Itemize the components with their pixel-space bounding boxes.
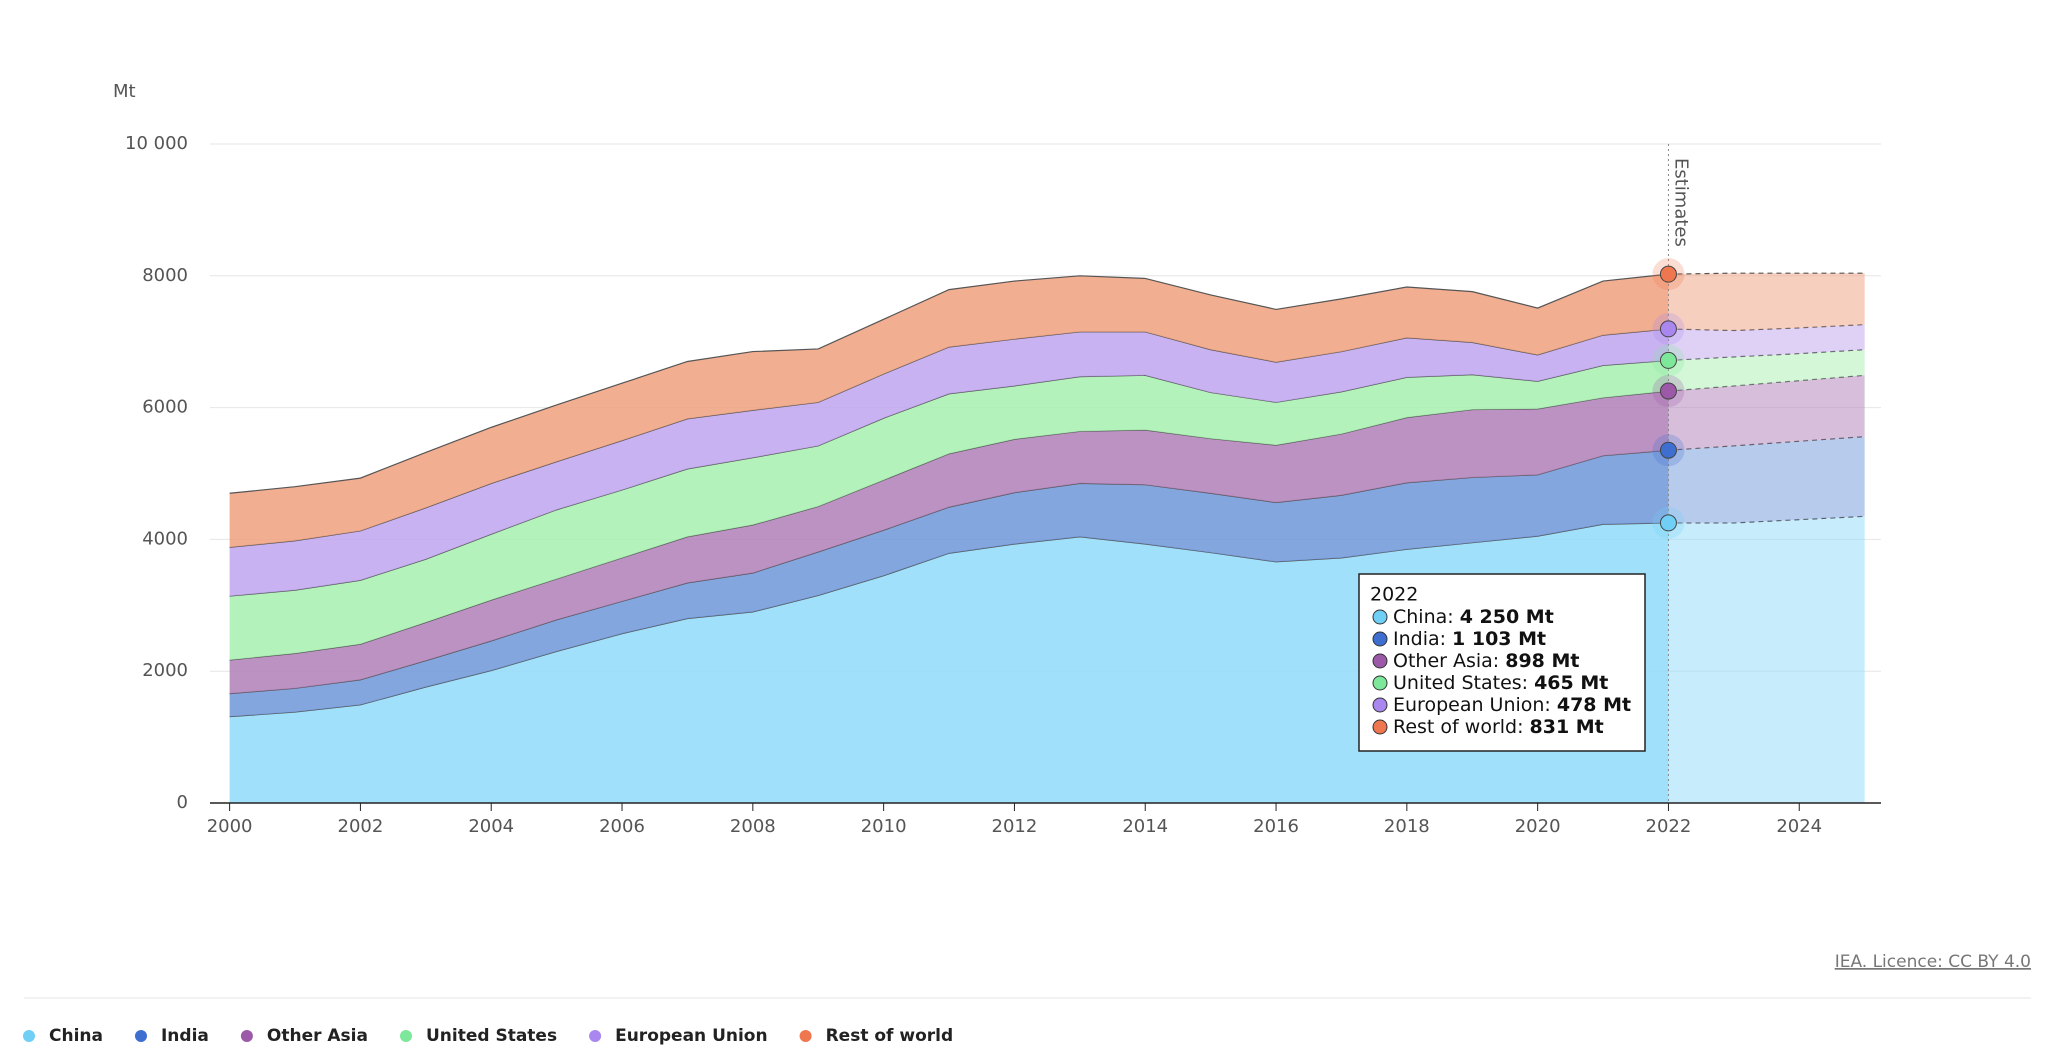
legend-label[interactable]: United States [426,1026,557,1046]
x-tick-label: 2010 [861,816,907,837]
area [229,391,1669,694]
legend-label[interactable]: India [161,1026,209,1046]
x-tick-label: 2016 [1253,816,1299,837]
area [1668,375,1865,451]
area-edge [229,273,1669,494]
x-tick-label: 2002 [338,816,384,837]
x-tick-label: 2000 [207,816,253,837]
legend-dot [240,1030,253,1042]
tooltip-value: 4 250 Mt [1460,606,1554,628]
tooltip-value: 478 Mt [1557,694,1631,716]
area-edge [1668,272,1865,275]
tooltip-entry: Other Asia: 898 Mt [1393,650,1579,672]
hover-marker [1659,441,1677,459]
hover-marker [1659,382,1677,400]
area [1668,324,1865,361]
legend-dot [23,1030,35,1042]
legend-label[interactable]: European Union [615,1026,768,1046]
tooltip-dot [1372,675,1388,691]
tooltip-value: 1 103 Mt [1452,628,1546,650]
hover-marker [1659,265,1677,283]
area [229,450,1669,717]
tooltip-entry: China: 4 250 Mt [1393,606,1554,628]
area [229,360,1669,660]
x-tick-label: 2004 [468,816,514,837]
x-tick-label: 2024 [1776,816,1822,837]
tooltip-entry: European Union: 478 Mt [1393,694,1631,716]
x-tick-label: 2014 [1122,816,1168,837]
y-tick-label: 8000 [142,265,188,286]
x-tick-label: 2022 [1646,816,1692,837]
tooltip-dot [1372,631,1388,647]
area-edge [1668,435,1865,451]
area [229,328,1669,597]
area [229,274,1669,548]
x-tick-label: 2012 [992,816,1038,837]
tooltip-box [1358,573,1646,752]
hover-marker [1659,351,1677,369]
legend-dot [799,1030,812,1042]
legend-label[interactable]: China [49,1026,103,1046]
y-tick-label: 10 000 [125,133,188,154]
x-tick-label: 2008 [730,816,776,837]
y-tick-label: 2000 [142,660,188,681]
tooltip-value: 898 Mt [1505,650,1579,672]
x-tick-label: 2006 [599,816,645,837]
hover-marker [1659,514,1677,532]
tooltip-entry: India: 1 103 Mt [1393,628,1546,650]
hover-marker [1659,320,1677,338]
tooltip-label: India: [1393,628,1446,650]
tooltip-label: China: [1393,606,1454,628]
source-link[interactable]: IEA. Licence: CC BY 4.0 [1835,952,2031,972]
tooltip-label: United States: [1393,672,1528,694]
area [1668,273,1865,331]
tooltip-label: Rest of world: [1393,716,1524,738]
y-tick-label: 4000 [142,528,188,549]
area-edge [1668,515,1865,524]
area-edge [1668,374,1865,392]
tooltip-label: European Union: [1393,694,1551,716]
tooltip-value: 831 Mt [1530,716,1604,738]
tooltip-dot [1372,697,1388,713]
y-tick-label: 6000 [142,397,188,418]
tooltip-entry: United States: 465 Mt [1393,672,1608,694]
area [1668,349,1865,392]
legend-label[interactable]: Other Asia [267,1026,368,1046]
estimates-label: Estimates [1670,158,1691,247]
legend-dot [134,1030,147,1042]
x-tick-label: 2020 [1515,816,1561,837]
legend-dot [399,1030,412,1042]
area [229,522,1669,803]
area [1668,436,1865,523]
tooltip-dot [1372,719,1388,735]
y-tick-label: 0 [177,792,188,813]
x-tick-label: 2018 [1384,816,1430,837]
tooltip-dot [1372,653,1388,669]
legend-dot [589,1030,602,1042]
unit-label: Mt [113,81,136,102]
legend-label[interactable]: Rest of world [826,1026,954,1046]
tooltip-dot [1372,609,1388,625]
area-edge [1668,349,1865,362]
area-edge [1668,323,1865,332]
area [1668,516,1865,803]
tooltip-entry: Rest of world: 831 Mt [1393,716,1604,738]
tooltip-value: 465 Mt [1534,672,1608,694]
tooltip-title: 2022 [1370,584,1418,606]
tooltip-label: Other Asia: [1393,650,1499,672]
